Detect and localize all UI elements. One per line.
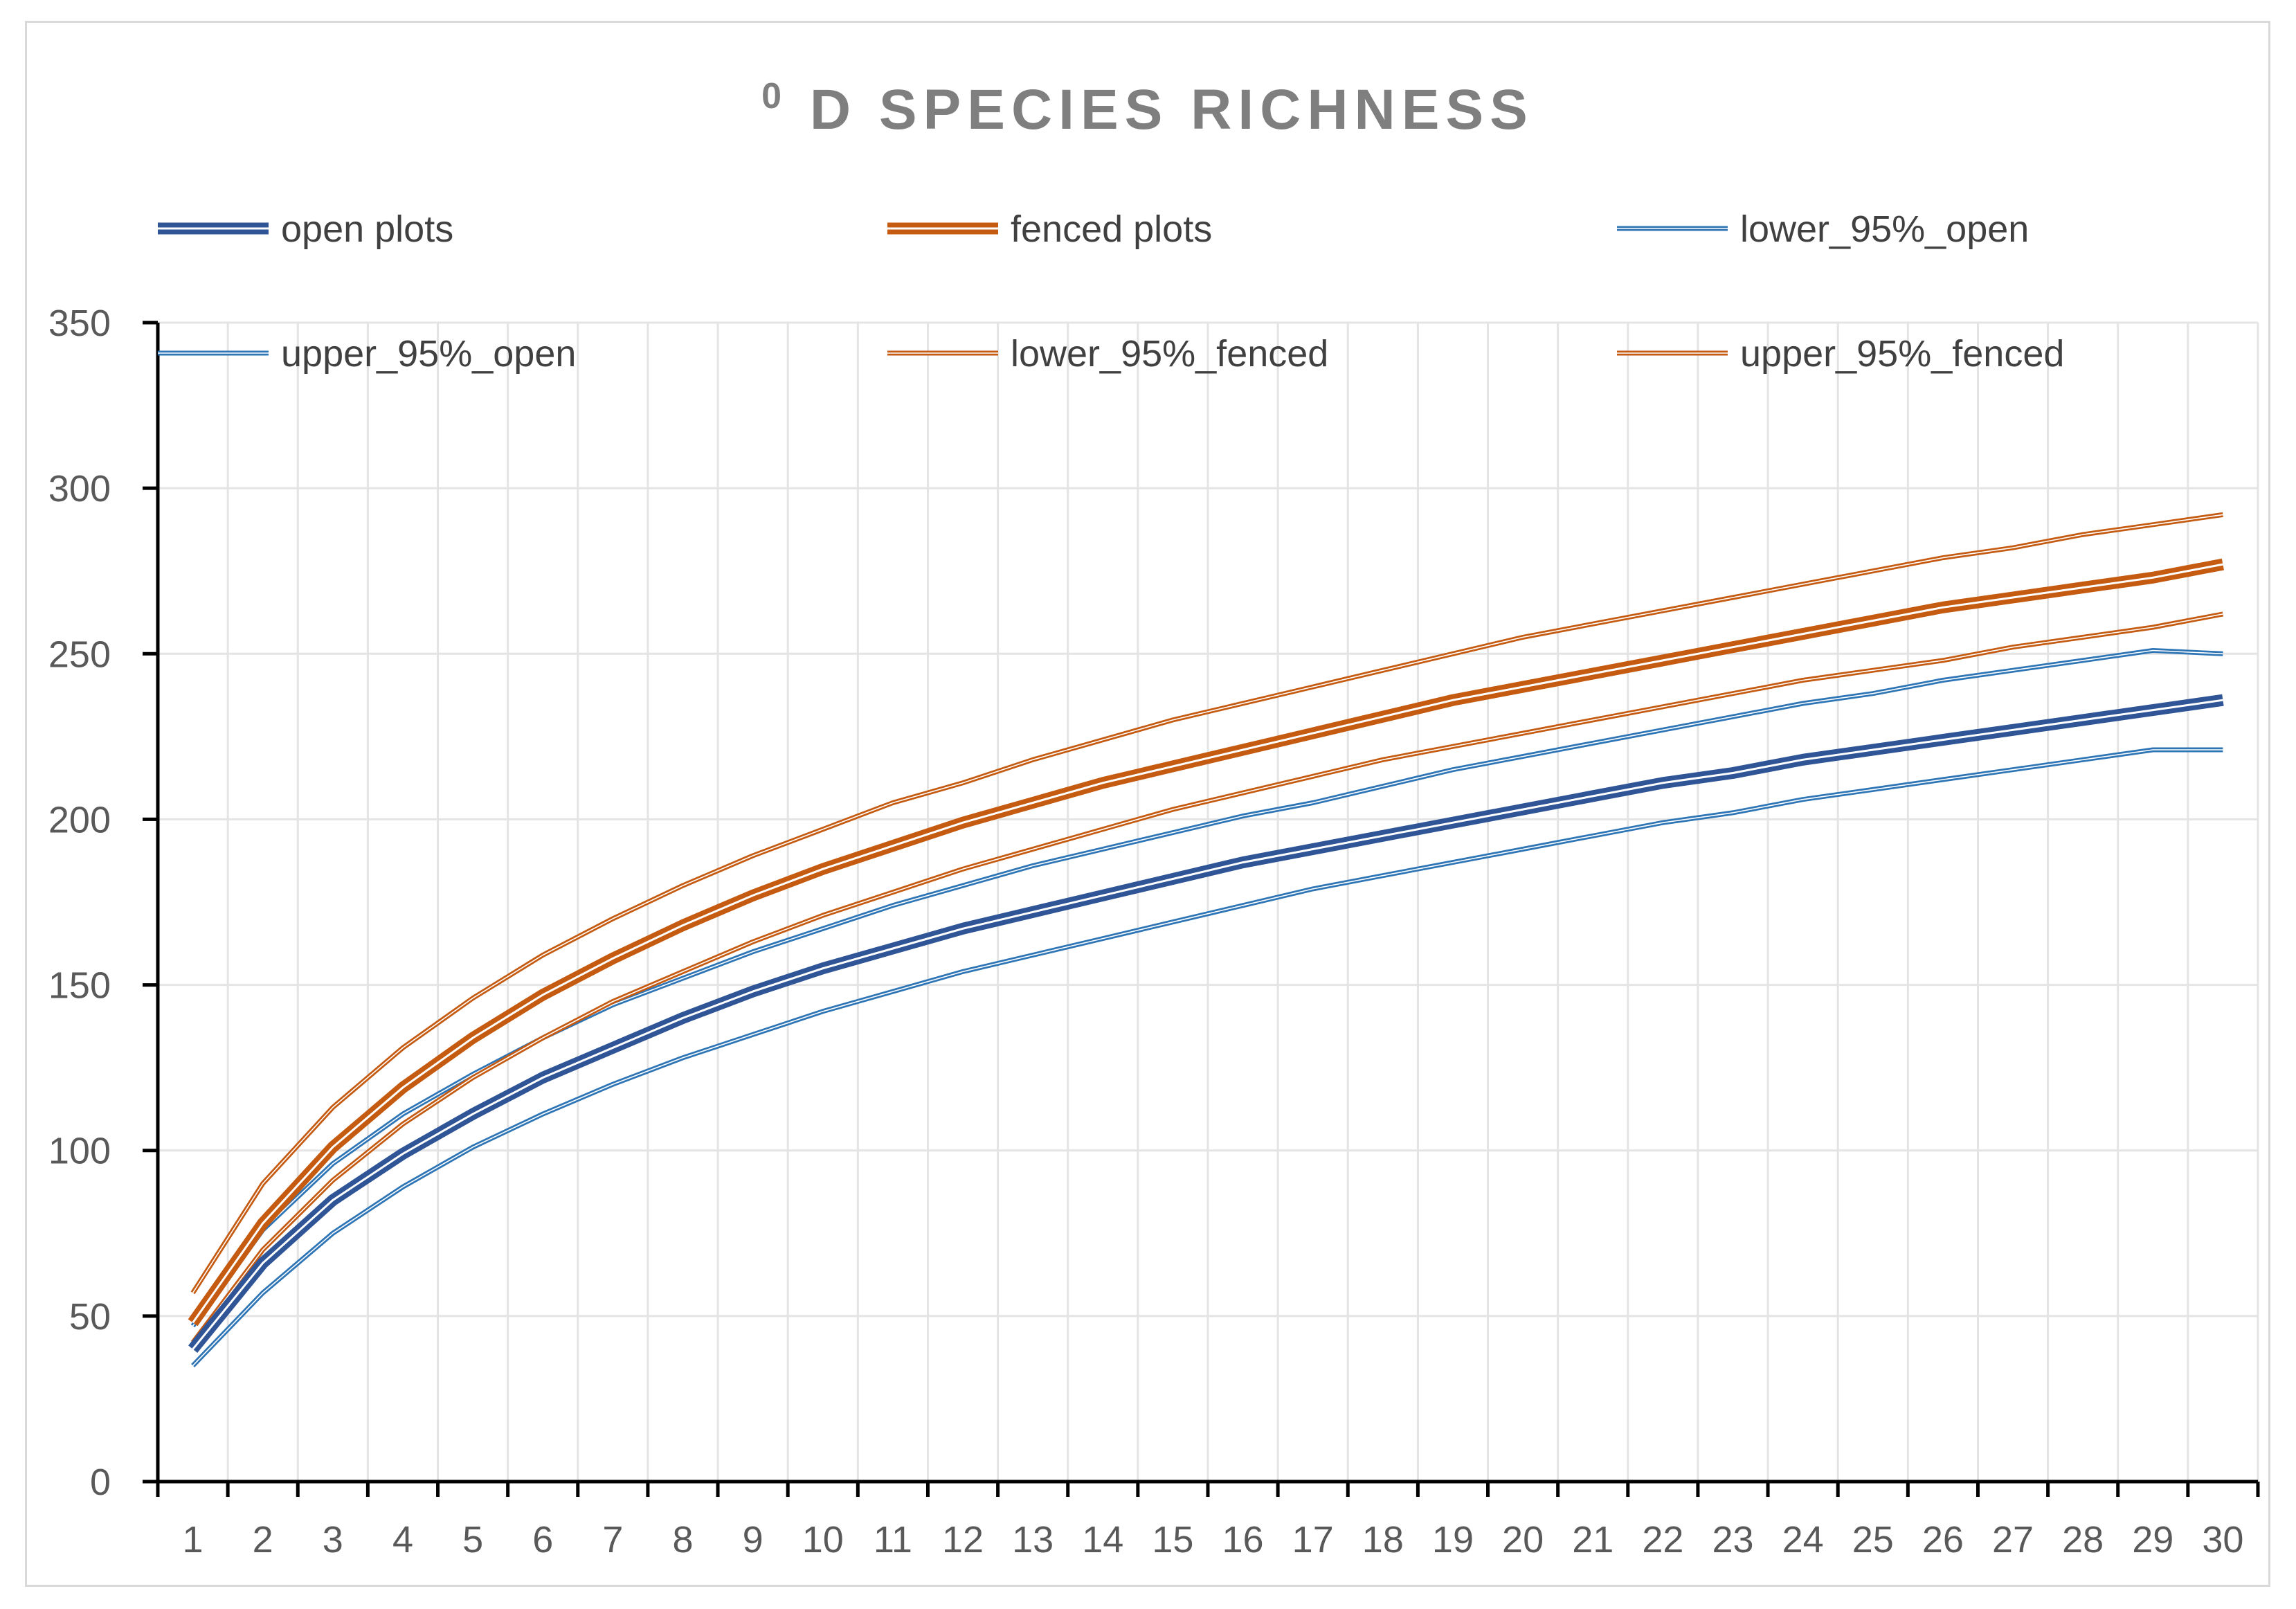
series-line-inner	[192, 514, 2223, 1293]
legend-item-upper-95-fenced: upper_95%_fenced	[1617, 333, 2064, 375]
series-line-inner	[192, 749, 2223, 1367]
series-lower-95-fenced	[190, 611, 2224, 1345]
y-tick-label-100: 100	[48, 1131, 111, 1172]
legend-label: lower_95%_open	[1740, 208, 2029, 250]
y-tick-label-50: 50	[69, 1296, 111, 1338]
x-tick-label-16: 16	[1222, 1519, 1264, 1561]
x-tick-label-26: 26	[1922, 1519, 1964, 1561]
x-tick-label-22: 22	[1642, 1519, 1683, 1561]
x-tick-label-10: 10	[802, 1519, 844, 1561]
svg-text:0 D SPECIES RICHNESS: 0 D SPECIES RICHNESS	[761, 57, 1534, 141]
x-tick-label-4: 4	[392, 1519, 413, 1561]
legend-item-open-plots: open plots	[158, 208, 453, 250]
y-tick-label-150: 150	[48, 965, 111, 1007]
legend-label: lower_95%_fenced	[1011, 333, 1328, 375]
x-tick-label-11: 11	[874, 1519, 912, 1561]
x-tick-label-30: 30	[2202, 1519, 2243, 1561]
legend-label: upper_95%_fenced	[1740, 333, 2064, 375]
x-tick-label-21: 21	[1572, 1519, 1613, 1561]
series-line-inner	[192, 699, 2223, 1350]
x-tick-label-20: 20	[1502, 1519, 1544, 1561]
x-tick-label-13: 13	[1012, 1519, 1054, 1561]
x-tick-label-24: 24	[1782, 1519, 1824, 1561]
legend-label: upper_95%_open	[281, 333, 576, 375]
x-tick-label-27: 27	[1992, 1519, 2034, 1561]
chart-title-text: D SPECIES RICHNESS	[810, 78, 1534, 141]
axes	[143, 321, 2260, 1497]
legend-item-fenced-plots: fenced plots	[887, 208, 1212, 250]
x-tick-label-5: 5	[462, 1519, 483, 1561]
x-tick-label-19: 19	[1432, 1519, 1474, 1561]
x-tick-label-3: 3	[323, 1519, 343, 1561]
chart-title: 0 D SPECIES RICHNESS	[761, 57, 1534, 141]
x-tick-label-29: 29	[2132, 1519, 2173, 1561]
legend-label: fenced plots	[1011, 208, 1212, 250]
x-tick-label-15: 15	[1152, 1519, 1193, 1561]
y-tick-label-300: 300	[48, 468, 111, 510]
x-tick-label-7: 7	[602, 1519, 623, 1561]
x-tick-label-6: 6	[532, 1519, 553, 1561]
x-tick-label-25: 25	[1852, 1519, 1894, 1561]
x-tick-label-17: 17	[1292, 1519, 1334, 1561]
legend: open plots fenced plots lower_95%_openuppe…	[158, 208, 2064, 375]
x-tick-label-1: 1	[183, 1519, 204, 1561]
chart-frame	[25, 21, 2270, 1587]
data-series	[188, 512, 2224, 1368]
x-tick-label-23: 23	[1712, 1519, 1753, 1561]
series-open-plots	[188, 694, 2224, 1354]
y-tick-label-200: 200	[48, 799, 111, 841]
y-tick-label-350: 350	[48, 303, 111, 344]
legend-label: open plots	[281, 208, 453, 250]
legend-item-upper-95-open: upper_95%_open	[158, 333, 576, 375]
x-tick-label-18: 18	[1362, 1519, 1404, 1561]
x-tick-label-9: 9	[743, 1519, 763, 1561]
y-tick-label-250: 250	[48, 633, 111, 675]
y-tick-label-0: 0	[90, 1462, 111, 1503]
x-tick-label-28: 28	[2062, 1519, 2104, 1561]
chart-title-superscript: 0	[761, 76, 788, 116]
series-line-inner	[192, 563, 2223, 1324]
series-fenced-plots	[188, 558, 2224, 1327]
x-tick-label-14: 14	[1082, 1519, 1123, 1561]
x-tick-label-12: 12	[942, 1519, 984, 1561]
x-tick-label-8: 8	[672, 1519, 693, 1561]
series-line-inner	[192, 613, 2223, 1343]
legend-item-lower-95-fenced: lower_95%_fenced	[887, 333, 1328, 375]
series-upper-95-fenced	[190, 512, 2223, 1295]
x-tick-label-2: 2	[253, 1519, 273, 1561]
legend-item-lower-95-open: lower_95%_open	[1617, 208, 2029, 250]
series-lower-95-open	[191, 747, 2223, 1368]
gridlines	[158, 321, 2259, 1482]
